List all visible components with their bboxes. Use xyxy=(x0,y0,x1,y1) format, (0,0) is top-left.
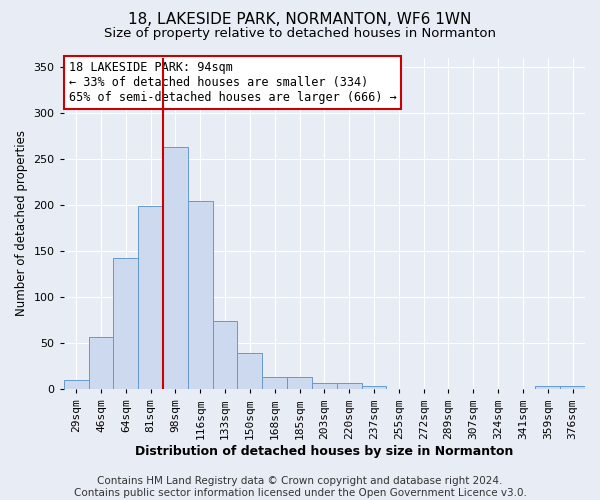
Bar xyxy=(138,206,163,390)
Bar xyxy=(89,337,113,390)
Y-axis label: Number of detached properties: Number of detached properties xyxy=(15,130,28,316)
Text: 18 LAKESIDE PARK: 94sqm
← 33% of detached houses are smaller (334)
65% of semi-d: 18 LAKESIDE PARK: 94sqm ← 33% of detache… xyxy=(69,61,397,104)
Text: Size of property relative to detached houses in Normanton: Size of property relative to detached ho… xyxy=(104,28,496,40)
Bar xyxy=(312,383,337,390)
Bar xyxy=(212,321,238,390)
Bar xyxy=(337,383,362,390)
X-axis label: Distribution of detached houses by size in Normanton: Distribution of detached houses by size … xyxy=(135,444,514,458)
Bar xyxy=(262,378,287,390)
Bar xyxy=(238,352,262,390)
Bar xyxy=(362,386,386,390)
Bar xyxy=(113,258,138,390)
Bar xyxy=(535,386,560,390)
Bar xyxy=(163,147,188,390)
Text: 18, LAKESIDE PARK, NORMANTON, WF6 1WN: 18, LAKESIDE PARK, NORMANTON, WF6 1WN xyxy=(128,12,472,28)
Text: Contains HM Land Registry data © Crown copyright and database right 2024.
Contai: Contains HM Land Registry data © Crown c… xyxy=(74,476,526,498)
Bar xyxy=(287,376,312,390)
Bar xyxy=(560,386,585,390)
Bar xyxy=(64,380,89,390)
Bar xyxy=(188,202,212,390)
